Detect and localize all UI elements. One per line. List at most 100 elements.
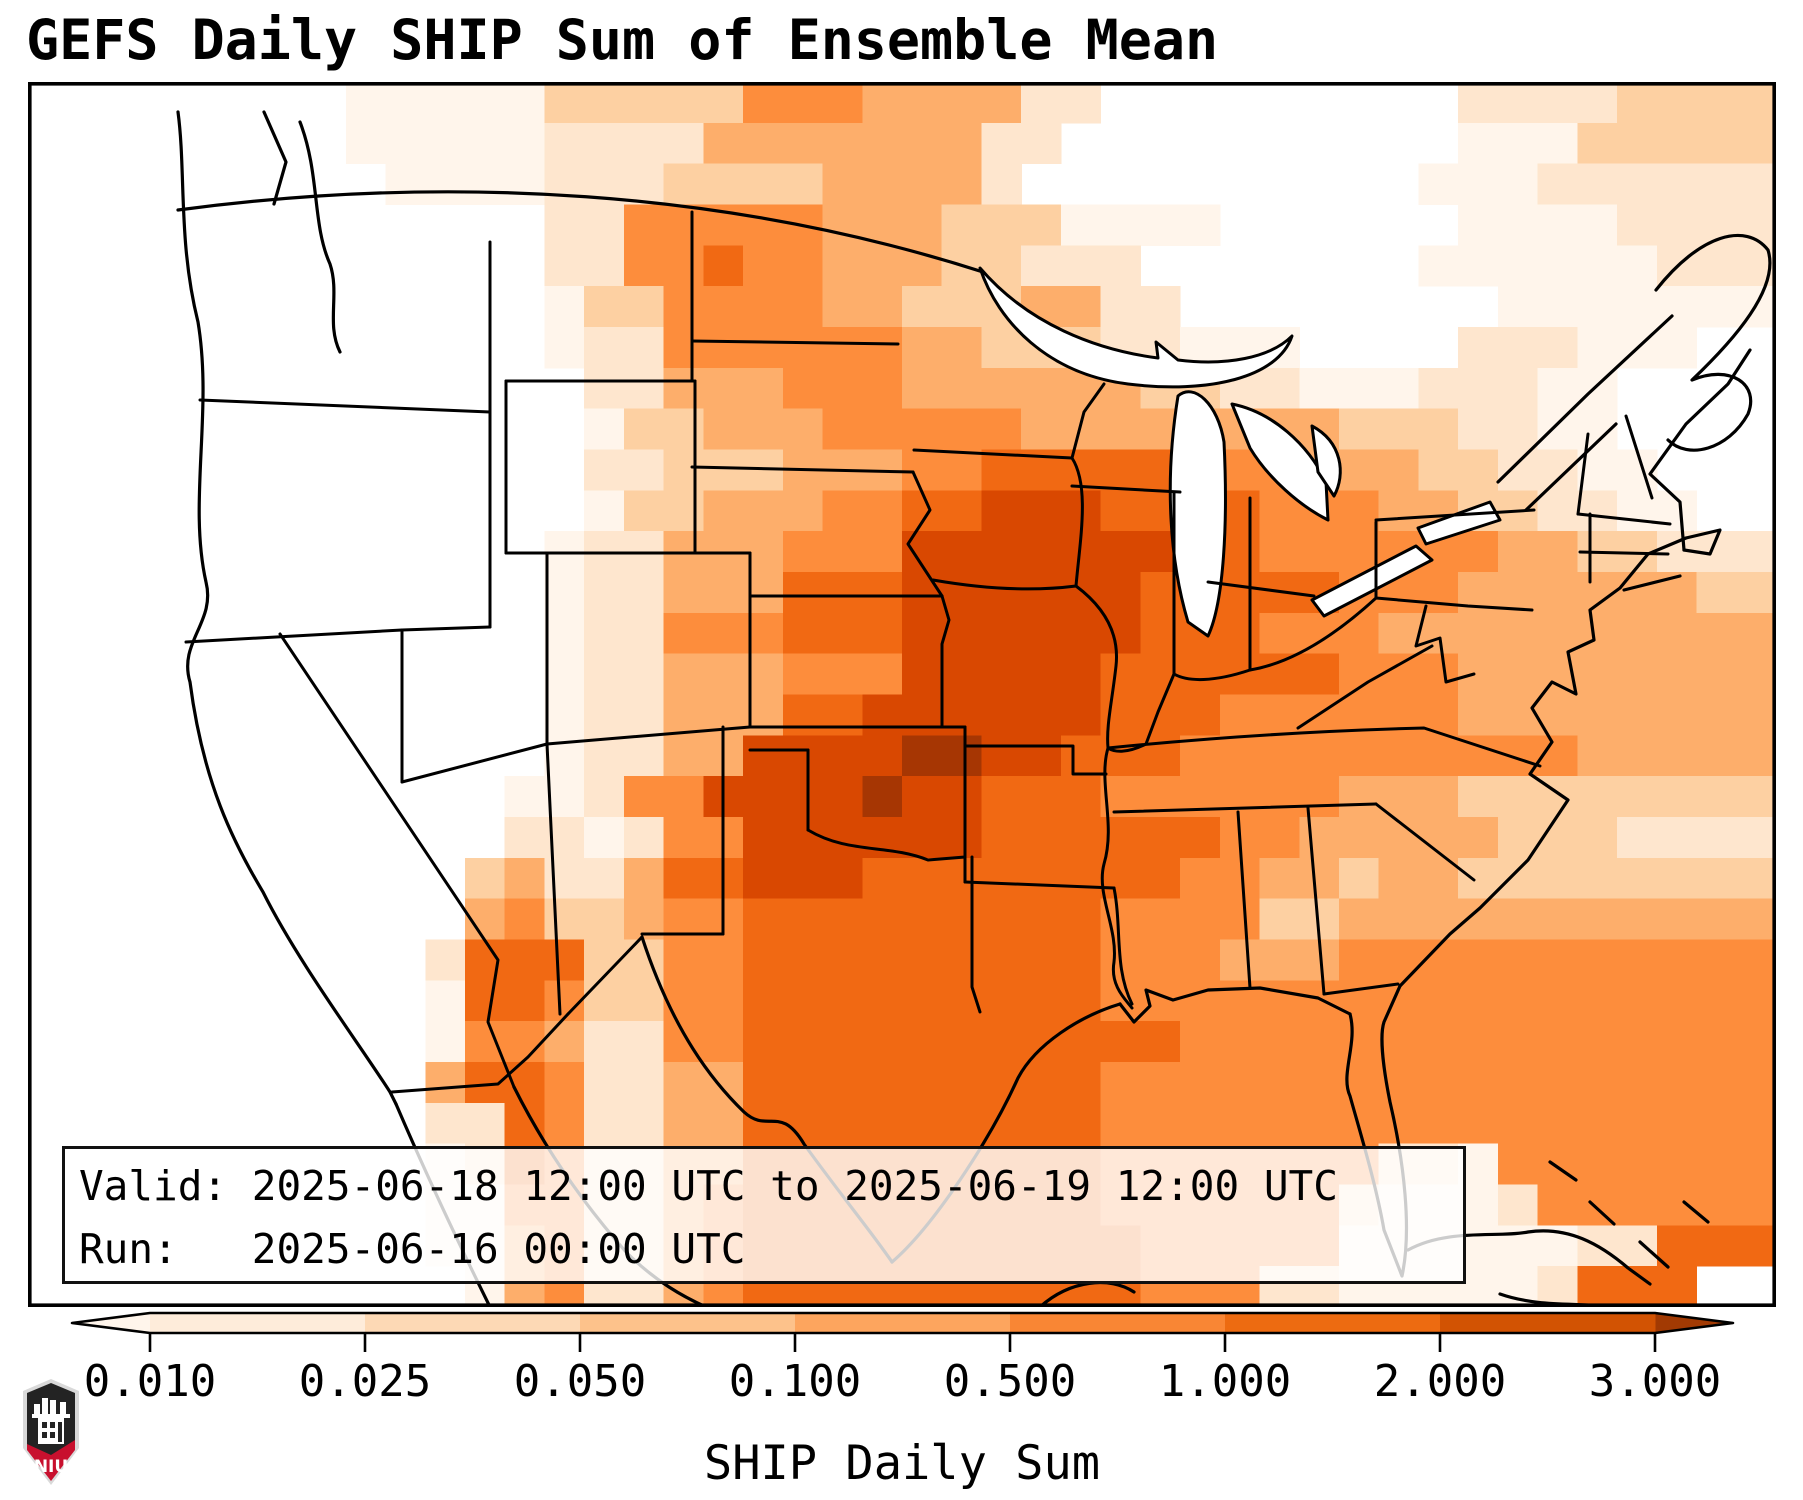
valid-run-annotation-box: Valid: 2025-06-18 12:00 UTC to 2025-06-1… — [62, 1146, 1466, 1284]
map-cell — [822, 857, 863, 900]
map-cell — [623, 980, 665, 1022]
lake-outline — [978, 266, 1294, 389]
map-cell — [1656, 163, 1698, 206]
map-cell — [1537, 82, 1578, 124]
map-cell — [504, 817, 545, 859]
map-cell — [584, 857, 625, 900]
map-cell — [981, 82, 1022, 124]
state-border — [906, 470, 944, 598]
map-cell — [663, 612, 704, 655]
coastline — [1524, 422, 1618, 512]
map-cell — [1577, 490, 1618, 532]
map-cell — [1339, 776, 1380, 818]
map-cell — [623, 1102, 665, 1145]
map-cell — [663, 286, 704, 328]
coastline — [1648, 348, 1752, 552]
map-cell — [623, 653, 665, 696]
map-cell — [941, 776, 982, 818]
colorbar-tick-label: 0.010 — [83, 1356, 217, 1407]
map-cell — [703, 245, 744, 287]
map-cell — [1617, 286, 1658, 328]
map-cell — [1219, 776, 1261, 818]
map-cell — [862, 857, 903, 900]
map-cell — [1497, 653, 1539, 696]
map-cell — [1299, 1102, 1340, 1145]
map-cell — [1339, 367, 1380, 410]
map-cell — [862, 163, 903, 206]
map-cell — [465, 857, 506, 900]
map-cell — [1696, 898, 1737, 941]
map-cell — [862, 939, 903, 981]
map-cell — [1060, 286, 1102, 328]
map-cell — [1378, 612, 1419, 655]
map-cell — [1219, 898, 1261, 941]
map-cell — [981, 980, 1022, 1022]
map-cell — [1060, 572, 1102, 614]
map-cell — [1339, 449, 1380, 491]
map-cell — [1577, 776, 1618, 818]
map-cell — [1021, 204, 1062, 246]
map-cell — [1497, 122, 1539, 165]
map-cell — [1736, 612, 1777, 655]
map-cell — [1458, 367, 1499, 410]
map-cell — [1100, 1021, 1141, 1063]
coastline — [1654, 234, 1772, 452]
map-cell — [1100, 857, 1141, 900]
map-cell — [1577, 612, 1618, 655]
map-cell — [1696, 694, 1737, 736]
map-cell — [1696, 857, 1737, 900]
map-cell — [1378, 1021, 1419, 1063]
state-border — [1100, 746, 1134, 1010]
map-cell — [623, 204, 665, 246]
map-cell — [425, 939, 466, 981]
map-cell — [1021, 531, 1062, 573]
map-cell — [1060, 1062, 1102, 1104]
state-border — [545, 742, 562, 1016]
map-cell — [1219, 612, 1261, 655]
map-cell — [623, 245, 665, 287]
map-cell — [981, 653, 1022, 696]
map-cell — [1021, 857, 1062, 900]
state-border — [1070, 484, 1182, 494]
map-cell — [544, 1102, 585, 1145]
map-cell — [862, 735, 903, 777]
map-cell — [1259, 980, 1300, 1022]
colorbar-segment — [150, 1313, 366, 1333]
map-cell — [1497, 82, 1539, 124]
map-cell — [941, 1062, 982, 1104]
map-cell — [1140, 1102, 1181, 1145]
map-cell — [902, 82, 943, 124]
map-cell — [584, 572, 625, 614]
map-cell — [902, 776, 943, 818]
map-cell — [1259, 1102, 1300, 1145]
map-cell — [1060, 939, 1102, 981]
map-cell — [941, 286, 982, 328]
map-cell — [782, 653, 824, 696]
map-cell — [1299, 735, 1340, 777]
map-cell — [941, 898, 982, 941]
map-cell — [1617, 898, 1658, 941]
map-cell — [1736, 1062, 1777, 1104]
map-cell — [822, 817, 863, 859]
map-cell — [1656, 817, 1698, 859]
map-cell — [1537, 204, 1578, 246]
coastline — [176, 190, 985, 274]
map-cell — [1577, 122, 1618, 165]
map-cell — [1458, 694, 1499, 736]
map-cell — [1219, 1102, 1261, 1145]
map-cell — [1299, 367, 1340, 410]
map-cell — [1736, 980, 1777, 1022]
map-cell — [1617, 1102, 1658, 1145]
map-cell — [902, 367, 943, 410]
map-cell — [1497, 898, 1539, 941]
map-cell — [663, 122, 704, 165]
map-cell — [1418, 980, 1459, 1022]
map-frame-border — [27, 81, 1777, 1308]
map-cell — [1577, 1021, 1618, 1063]
map-cell — [1656, 1021, 1698, 1063]
map-cell — [1458, 245, 1499, 287]
map-cell — [862, 653, 903, 696]
map-cell — [902, 122, 943, 165]
colorbar-axis-label: SHIP Daily Sum — [703, 1436, 1101, 1491]
map-cell — [1656, 694, 1698, 736]
